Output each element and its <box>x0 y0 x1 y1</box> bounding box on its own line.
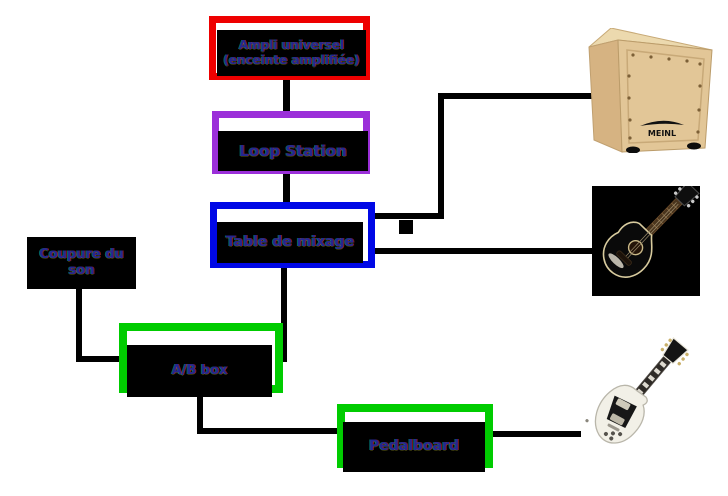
meinl-brand-text: MEINL <box>648 129 676 138</box>
node-mixer-label: Table de mixage <box>225 233 355 250</box>
black-guitar-image <box>592 186 700 296</box>
node-ab-label: A/B box <box>171 362 228 378</box>
cajon-image: MEINL <box>588 28 713 153</box>
node-ampli: Ampli universel (enceinte amplifiée) <box>217 30 366 76</box>
wire-abbox-pedalboard-v <box>197 395 203 434</box>
wire-coupure-abbox-v <box>76 288 82 362</box>
node-mixer: Table de mixage <box>217 222 363 263</box>
node-pedalboard-label: Pedalboard <box>368 438 460 455</box>
wire-mixer-blackguitar <box>372 248 593 254</box>
node-ab: A/B box <box>127 345 272 397</box>
node-loop: Loop Station <box>218 131 368 171</box>
wire-loop-mixer <box>283 172 290 204</box>
node-loop-label: Loop Station <box>239 141 347 160</box>
junction-square <box>399 220 413 234</box>
wire-coupure-abbox-h <box>76 356 122 362</box>
wire-mixer-cajon-h2 <box>438 93 593 99</box>
node-pedalboard: Pedalboard <box>343 422 485 472</box>
cajon-drawing: MEINL <box>588 28 713 153</box>
node-ampli-label-line1: Ampli universel <box>238 38 345 52</box>
wire-mixer-abbox <box>281 266 287 362</box>
node-coupure: Coupure du son <box>27 237 136 289</box>
white-guitar-image <box>573 318 708 462</box>
node-ampli-label-line2: (enceinte amplifiée) <box>223 53 360 67</box>
meinl-logo: MEINL <box>640 120 684 138</box>
wire-abbox-pedalboard-h <box>197 428 340 434</box>
wire-mixer-cajon-h1 <box>372 213 444 219</box>
wire-mixer-cajon-v <box>438 93 444 219</box>
wire-pedalboard-whiteguitar <box>491 431 581 437</box>
node-coupure-label-line1: Coupure du <box>39 246 124 262</box>
wire-ampli-loop <box>283 79 290 113</box>
node-coupure-label-line2: son <box>68 263 95 278</box>
white-guitar-drawing <box>585 337 689 444</box>
black-guitar-drawing <box>592 186 700 296</box>
